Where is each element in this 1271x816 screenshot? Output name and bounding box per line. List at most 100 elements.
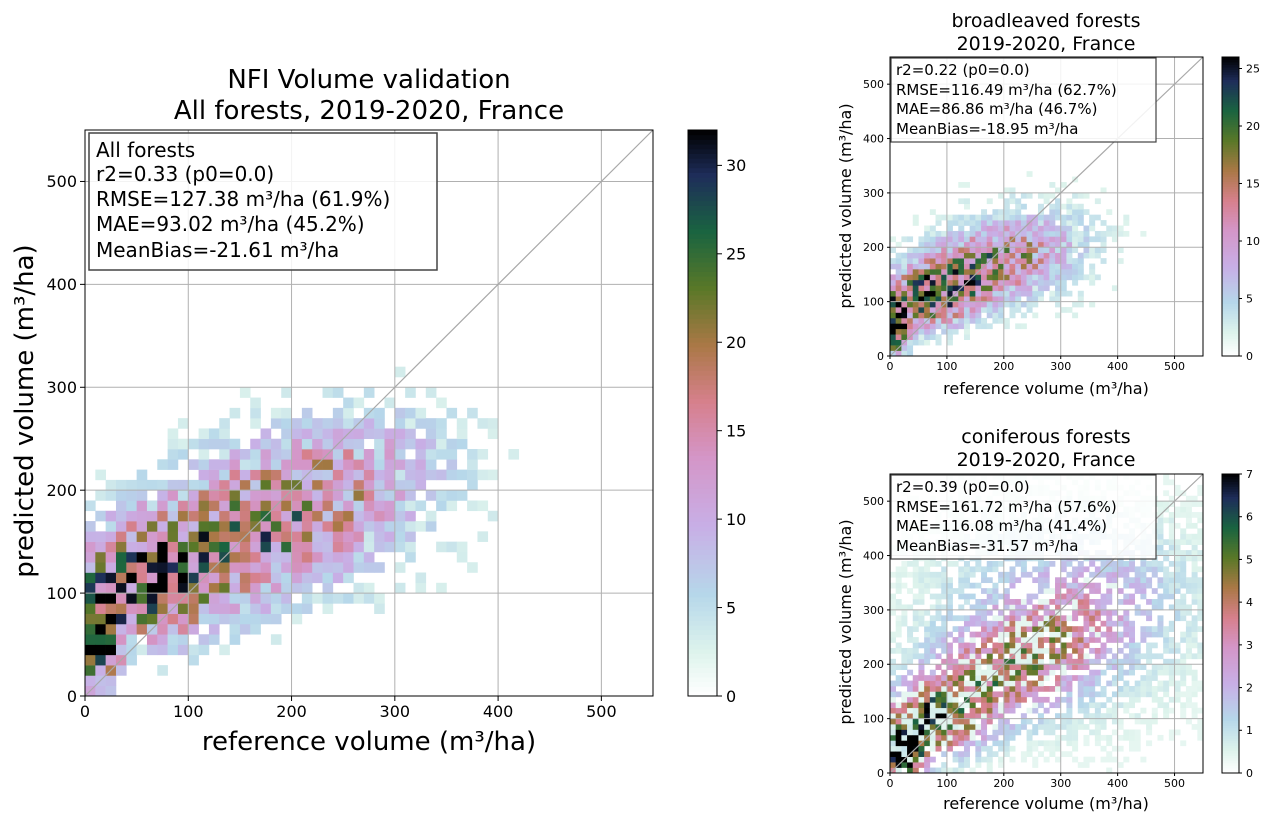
heatmap-cell	[975, 729, 982, 736]
heatmap-cell	[998, 669, 1005, 676]
heatmap-cell	[1094, 724, 1101, 730]
heatmap-cell	[1151, 696, 1158, 703]
heatmap-cell	[1003, 269, 1010, 275]
heatmap-cell	[1129, 669, 1136, 676]
heatmap-cell	[929, 626, 936, 632]
heatmap-cell	[901, 647, 908, 654]
heatmap-cell	[1032, 664, 1039, 671]
heatmap-cell	[895, 734, 902, 741]
colorbar-segment	[1222, 603, 1239, 607]
heatmap-cell	[901, 751, 908, 757]
heatmap-cell	[1157, 517, 1164, 524]
heatmap-cell	[918, 339, 925, 346]
heatmap-cell	[1129, 582, 1136, 589]
heatmap-cell	[998, 626, 1005, 632]
heatmap-cell	[918, 696, 925, 703]
heatmap-cell	[115, 665, 127, 676]
heatmap-cell	[1146, 631, 1153, 638]
heatmap-cell	[374, 500, 385, 512]
heatmap-cell	[1049, 230, 1056, 237]
heatmap-cell	[901, 615, 908, 622]
heatmap-cell	[1180, 669, 1187, 676]
heatmap-cell	[1003, 209, 1010, 215]
heatmap-cell	[1066, 734, 1073, 741]
heatmap-cell	[1083, 740, 1090, 747]
heatmap-cell	[1146, 653, 1153, 660]
heatmap-cell	[1009, 312, 1016, 319]
heatmap-cell	[1134, 713, 1141, 719]
heatmap-cell	[332, 479, 344, 491]
heatmap-cell	[975, 615, 982, 622]
heatmap-cell	[992, 214, 999, 221]
heatmap-cell	[1197, 724, 1204, 730]
heatmap-cell	[219, 459, 230, 470]
heatmap-cell	[1185, 669, 1192, 676]
heatmap-cell	[1185, 533, 1192, 540]
heatmap-cell	[929, 274, 936, 281]
heatmap-cell	[1117, 745, 1124, 752]
heatmap-cell	[924, 680, 931, 687]
heatmap-cell	[1003, 593, 1010, 600]
heatmap-cell	[895, 740, 902, 747]
heatmap-cell	[969, 740, 976, 747]
heatmap-cell	[1191, 620, 1198, 627]
heatmap-cell	[958, 214, 965, 221]
heatmap-cell	[952, 274, 959, 281]
heatmap-cell	[1037, 647, 1044, 654]
colorbar-segment	[688, 351, 717, 357]
heatmap-cell	[1020, 686, 1027, 692]
heatmap-cell	[1015, 220, 1022, 226]
heatmap-cell	[901, 724, 908, 730]
heatmap-cell	[384, 428, 396, 440]
heatmap-cell	[1055, 620, 1062, 627]
heatmap-cell	[901, 350, 908, 357]
colorbar-segment	[1222, 151, 1239, 155]
heatmap-cell	[291, 551, 303, 563]
heatmap-cell	[963, 691, 970, 698]
heatmap-cell	[446, 438, 458, 450]
heatmap-cell	[425, 510, 437, 522]
heatmap-cell	[969, 631, 976, 638]
heatmap-cell	[1168, 707, 1175, 714]
heatmap-cell	[1055, 745, 1062, 752]
heatmap-cell	[952, 323, 959, 330]
heatmap-cell	[239, 572, 251, 584]
heatmap-cell	[1197, 707, 1204, 714]
stats-box: All forests r2=0.33 (p0=0.0) RMSE=127.38…	[88, 132, 438, 271]
heatmap-cell	[992, 220, 999, 226]
colorbar-segment	[1222, 638, 1239, 642]
heatmap-cell	[198, 582, 210, 594]
colorbar-segment	[688, 356, 717, 362]
heatmap-cell	[291, 459, 303, 470]
heatmap-cell	[281, 387, 292, 398]
heatmap-cell	[301, 479, 313, 491]
heatmap-cell	[1043, 637, 1050, 643]
heatmap-cell	[1009, 198, 1016, 205]
colorbar-segment	[688, 181, 717, 187]
heatmap-cell	[436, 541, 447, 553]
heatmap-cell	[992, 615, 999, 622]
heatmap-cell	[239, 449, 251, 460]
heatmap-cell	[208, 510, 220, 522]
colorbar-segment	[1222, 111, 1239, 115]
stats-line: MeanBias=-31.57 m³/ha	[896, 537, 1078, 555]
heatmap-cell	[146, 603, 158, 614]
heatmap-cell	[85, 634, 96, 645]
heatmap-cell	[343, 500, 354, 512]
heatmap-cell	[177, 613, 189, 625]
heatmap-cell	[901, 675, 908, 681]
colorbar-segment	[1222, 226, 1239, 230]
x-tick-label: 400	[1107, 777, 1128, 790]
heatmap-cell	[157, 582, 168, 594]
colorbar-segment	[688, 460, 717, 466]
heatmap-cell	[958, 301, 965, 308]
y-tick-label: 500	[46, 172, 77, 191]
heatmap-cell	[1072, 203, 1079, 210]
heatmap-cell	[281, 582, 292, 594]
y-tick-label: 400	[863, 550, 884, 563]
heatmap-cell	[929, 241, 936, 248]
heatmap-cell	[95, 572, 106, 584]
heatmap-cell	[146, 500, 158, 512]
main-title-line-1: NFI Volume validation	[227, 65, 510, 95]
heatmap-cell	[958, 582, 965, 589]
